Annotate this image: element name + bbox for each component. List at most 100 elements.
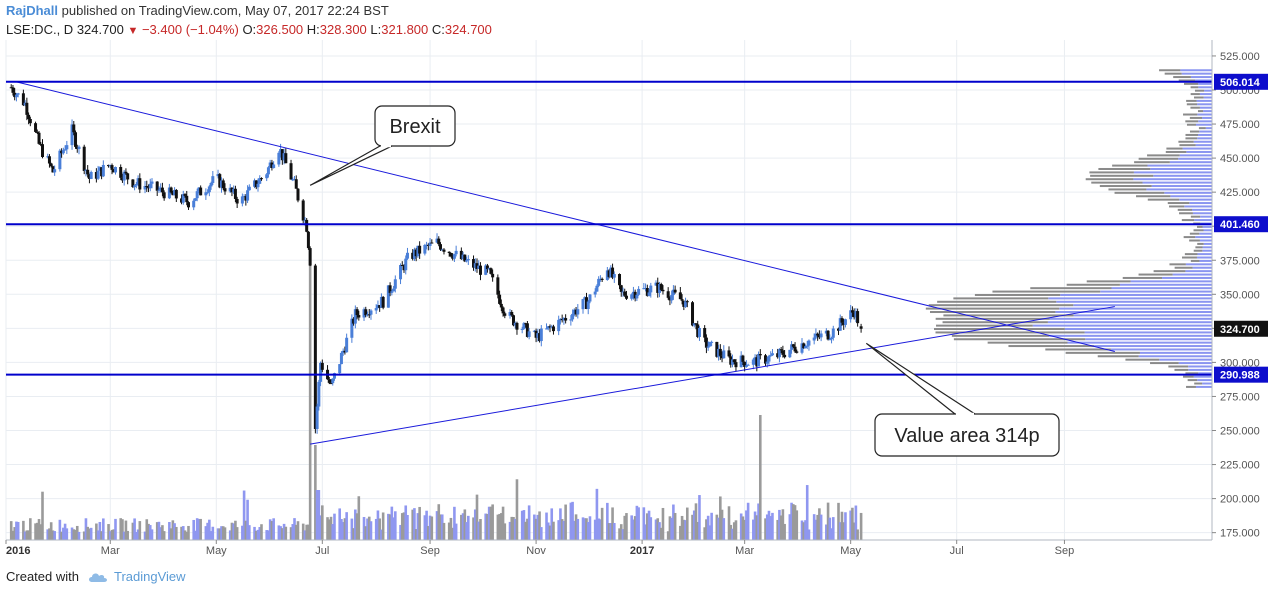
volume-bar xyxy=(107,524,110,540)
candle-body xyxy=(315,406,319,429)
volume-bar xyxy=(416,513,420,540)
callouts[interactable]: Brexit Value area 314p xyxy=(309,105,1060,457)
low-value: 321.800 xyxy=(381,22,429,37)
value-area-callout[interactable]: Value area 314p xyxy=(865,342,1060,457)
candle-body xyxy=(404,258,408,271)
volume-bar xyxy=(752,519,755,540)
profile-bar-down xyxy=(1186,99,1197,102)
volume-bar xyxy=(374,518,378,540)
volume-bar xyxy=(644,524,647,540)
candle-body xyxy=(171,192,175,196)
volume-bar xyxy=(793,505,797,540)
volume-bar xyxy=(487,506,491,540)
candle-body xyxy=(630,294,634,299)
volume-bar xyxy=(508,521,512,540)
candle-body xyxy=(769,355,773,357)
candle-body xyxy=(764,355,768,364)
volume-bar xyxy=(684,520,687,540)
volume-bar xyxy=(830,528,833,540)
high-value: 328.300 xyxy=(319,22,367,37)
candle-body xyxy=(621,291,625,293)
candle-body xyxy=(642,288,646,290)
drawings[interactable] xyxy=(6,80,1212,445)
level-price-label: 506.014 xyxy=(1220,77,1261,89)
candle-body xyxy=(830,337,834,340)
volume-bar xyxy=(489,506,493,540)
profile-bar-up xyxy=(1197,379,1212,382)
candle-body xyxy=(350,318,354,338)
candle-body xyxy=(849,310,853,320)
candle-body xyxy=(94,171,98,179)
candle-body xyxy=(802,343,806,349)
volume-bar xyxy=(619,524,623,540)
candle-body xyxy=(730,359,734,365)
candle-body xyxy=(193,198,197,201)
y-tick-label: 450.000 xyxy=(1220,153,1260,165)
level-price-tag xyxy=(1214,73,1268,90)
candle-body xyxy=(306,231,310,249)
candle-body xyxy=(247,186,251,191)
candle-body xyxy=(659,283,663,290)
candle-body xyxy=(327,379,331,383)
volume-bar xyxy=(816,514,819,540)
price-axis[interactable]: 175.000 200.000 225.000 250.000 275.000 300.0… xyxy=(1211,40,1268,540)
candle-body xyxy=(206,192,210,194)
candle-body xyxy=(343,350,347,353)
volume-bar xyxy=(583,518,587,540)
candle-body xyxy=(253,180,257,187)
candle-body xyxy=(405,252,409,259)
profile-bar-down xyxy=(1193,96,1204,99)
volume-bar xyxy=(599,519,602,540)
candle-body xyxy=(308,248,312,266)
candle-body xyxy=(510,311,514,316)
candle-body xyxy=(649,285,653,293)
profile-bar-up xyxy=(1195,79,1212,82)
candle-body xyxy=(218,174,222,188)
candle-body xyxy=(113,167,117,173)
candle-body xyxy=(353,309,357,324)
profile-bar-up xyxy=(1056,300,1212,303)
profile-bar-down xyxy=(974,293,1061,296)
profile-bar-up xyxy=(1200,215,1212,218)
time-axis[interactable]: 2016 Mar May Jul Sep Nov 2017 Mar May Jul Sep xyxy=(5,539,1212,557)
candle-body xyxy=(574,309,578,315)
volume-bar xyxy=(520,510,524,540)
level-price-label: 401.460 xyxy=(1220,219,1260,231)
volume-bar xyxy=(613,522,616,540)
volume-bar xyxy=(654,519,658,540)
profile-bar-up xyxy=(1184,205,1212,208)
volume-bar xyxy=(284,526,288,540)
volume-bar xyxy=(392,517,395,540)
candle-body xyxy=(850,310,854,313)
last-price: 324.700 xyxy=(76,22,124,37)
volume-bar xyxy=(548,525,552,540)
author-link[interactable]: RajDhall xyxy=(6,3,59,18)
profile-bar-down xyxy=(1147,154,1180,157)
candle-body xyxy=(776,353,780,358)
profile-bar-down xyxy=(1186,385,1196,388)
chart-grid xyxy=(5,40,1212,540)
profile-bar-up xyxy=(1169,161,1212,164)
brexit-callout[interactable]: Brexit xyxy=(309,105,456,186)
profile-bar-down xyxy=(1165,150,1187,153)
candle-body xyxy=(258,178,262,184)
volume-bar xyxy=(597,518,600,540)
volume-bar xyxy=(708,525,712,540)
profile-bar-down xyxy=(1186,123,1196,126)
candle-body xyxy=(440,249,444,251)
y-tick-label: 225.000 xyxy=(1220,460,1260,472)
y-tick-label: 175.000 xyxy=(1220,528,1260,540)
volume-bar xyxy=(138,521,142,540)
candle-body xyxy=(515,322,519,330)
candle-body xyxy=(478,265,482,275)
candle-body xyxy=(294,179,298,189)
y-tick-label: 375.000 xyxy=(1220,255,1260,267)
profile-bar-down xyxy=(1114,191,1165,194)
volume-bar xyxy=(63,523,67,540)
profile-bar-up xyxy=(1172,273,1212,276)
candle-body xyxy=(13,92,17,98)
volume-bar xyxy=(37,519,41,540)
tradingview-link[interactable]: TradingView xyxy=(87,569,186,584)
candle-body xyxy=(856,311,860,324)
